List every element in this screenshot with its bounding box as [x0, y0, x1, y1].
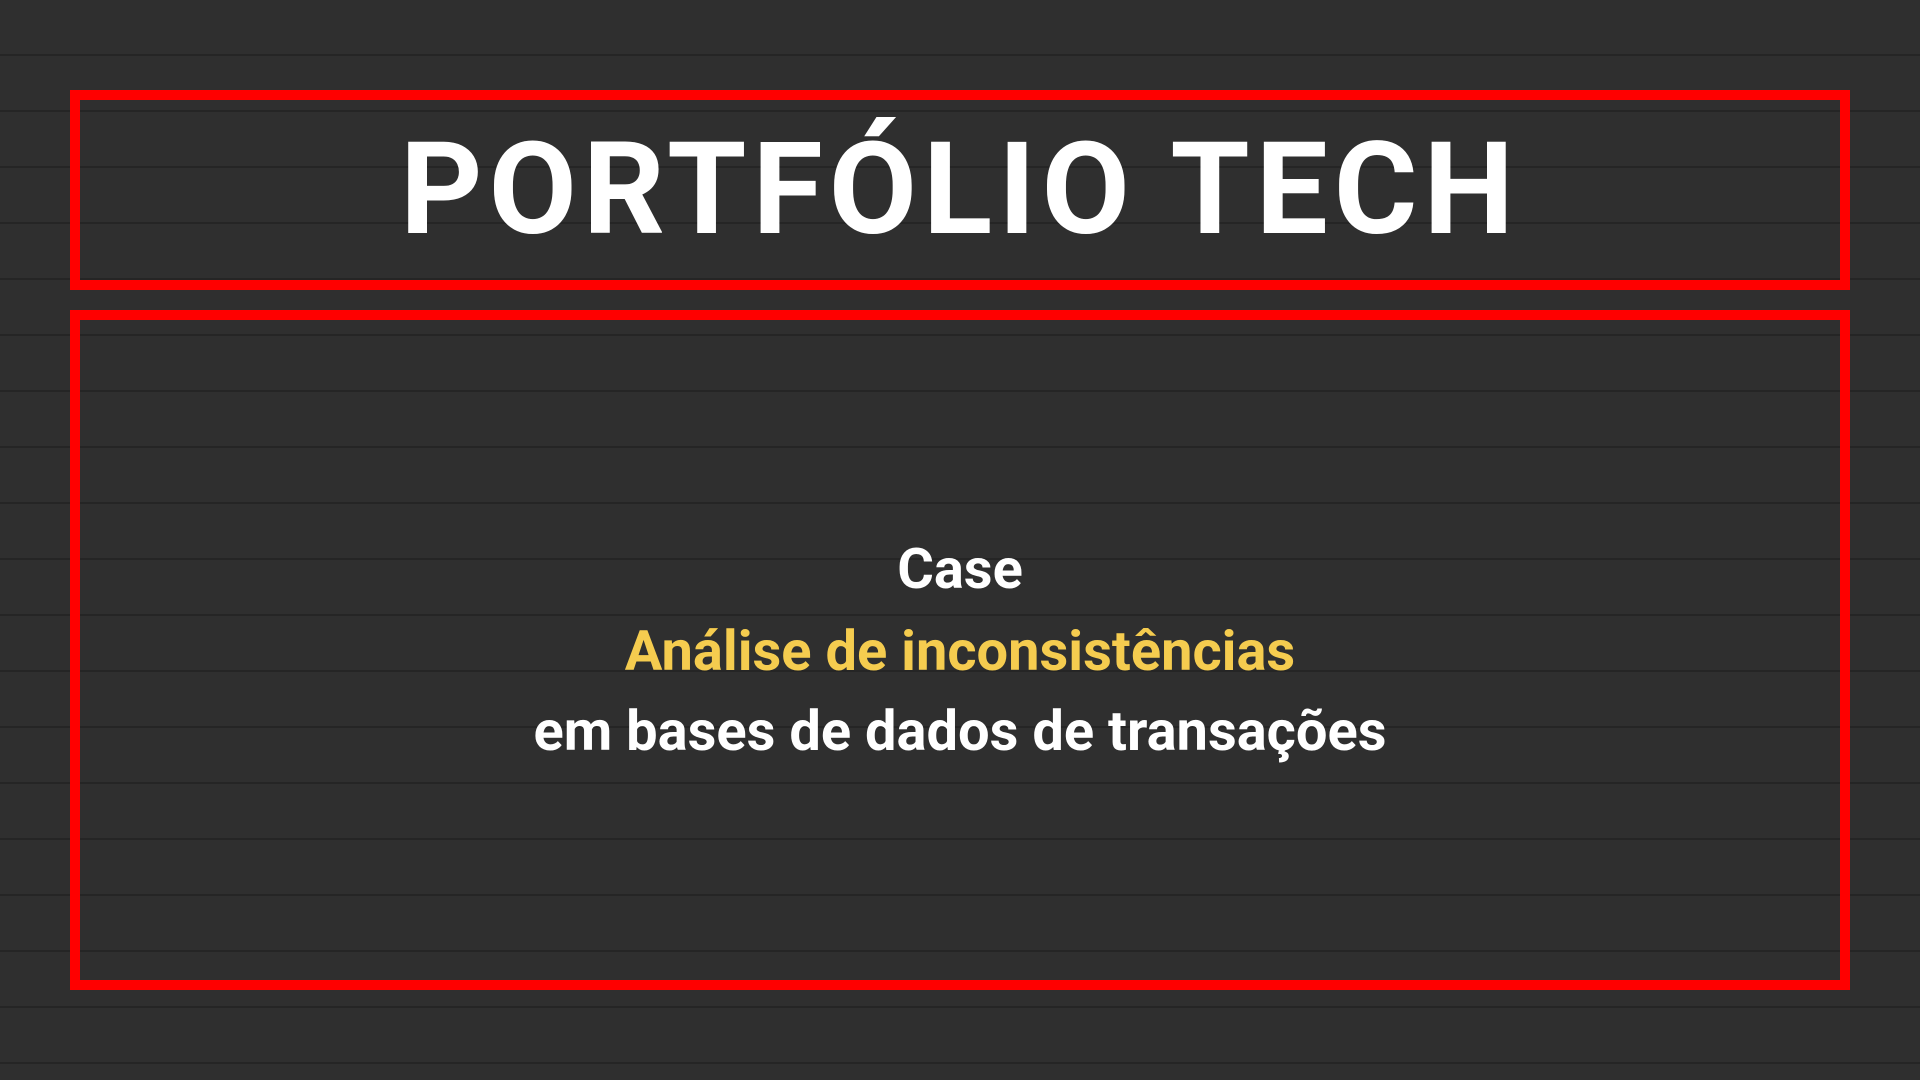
highlighted-text: Análise de inconsistências [625, 618, 1295, 684]
case-label: Case [897, 536, 1023, 602]
main-title: PORTFÓLIO TECH [400, 115, 1520, 265]
description-text: em bases de dados de transações [534, 698, 1387, 764]
content-box: Case Análise de inconsistências em bases… [70, 310, 1850, 990]
title-box: PORTFÓLIO TECH [70, 90, 1850, 290]
